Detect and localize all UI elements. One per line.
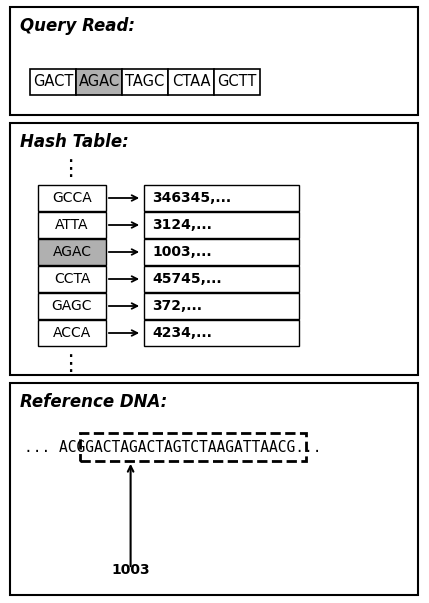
Bar: [38, 266, 106, 292]
Text: ⋮: ⋮: [59, 354, 81, 374]
Text: 1003,...: 1003,...: [152, 245, 211, 259]
Bar: [10, 123, 418, 375]
Text: TAGC: TAGC: [125, 75, 165, 89]
Bar: [38, 320, 106, 346]
Text: 4234,...: 4234,...: [152, 326, 212, 340]
Text: CCTA: CCTA: [54, 272, 90, 286]
Bar: [76, 69, 122, 95]
Bar: [10, 7, 418, 115]
Bar: [30, 69, 76, 95]
Bar: [122, 69, 168, 95]
Text: Hash Table:: Hash Table:: [20, 133, 129, 151]
Bar: [144, 185, 299, 211]
Bar: [144, 320, 299, 346]
Text: GCTT: GCTT: [218, 75, 257, 89]
Text: ACCA: ACCA: [53, 326, 91, 340]
Bar: [80, 433, 306, 461]
Bar: [38, 185, 106, 211]
Text: ⋮: ⋮: [59, 159, 81, 179]
Text: GACT: GACT: [33, 75, 73, 89]
Text: Reference DNA:: Reference DNA:: [20, 393, 167, 411]
Bar: [38, 293, 106, 319]
Text: 45745,...: 45745,...: [152, 272, 222, 286]
Text: GCCA: GCCA: [52, 191, 92, 205]
Bar: [38, 212, 106, 238]
Text: Query Read:: Query Read:: [20, 17, 135, 35]
Text: AGAC: AGAC: [52, 245, 91, 259]
Text: AGAC: AGAC: [79, 75, 120, 89]
Bar: [144, 239, 299, 265]
Bar: [113, 436, 148, 458]
Bar: [144, 212, 299, 238]
Bar: [10, 383, 418, 595]
Text: 3124,...: 3124,...: [152, 218, 212, 232]
Bar: [144, 266, 299, 292]
Bar: [168, 69, 214, 95]
Text: ... ACGGACTAGACTAGTCTAAGATTAACG...: ... ACGGACTAGACTAGTCTAAGATTAACG...: [24, 440, 321, 455]
Text: 1003: 1003: [111, 563, 150, 577]
Bar: [38, 239, 106, 265]
Bar: [144, 293, 299, 319]
Text: 346345,...: 346345,...: [152, 191, 231, 205]
Bar: [214, 69, 260, 95]
Text: ATTA: ATTA: [55, 218, 89, 232]
Text: GAGC: GAGC: [52, 299, 92, 313]
Text: CTAA: CTAA: [172, 75, 210, 89]
Text: 372,...: 372,...: [152, 299, 202, 313]
